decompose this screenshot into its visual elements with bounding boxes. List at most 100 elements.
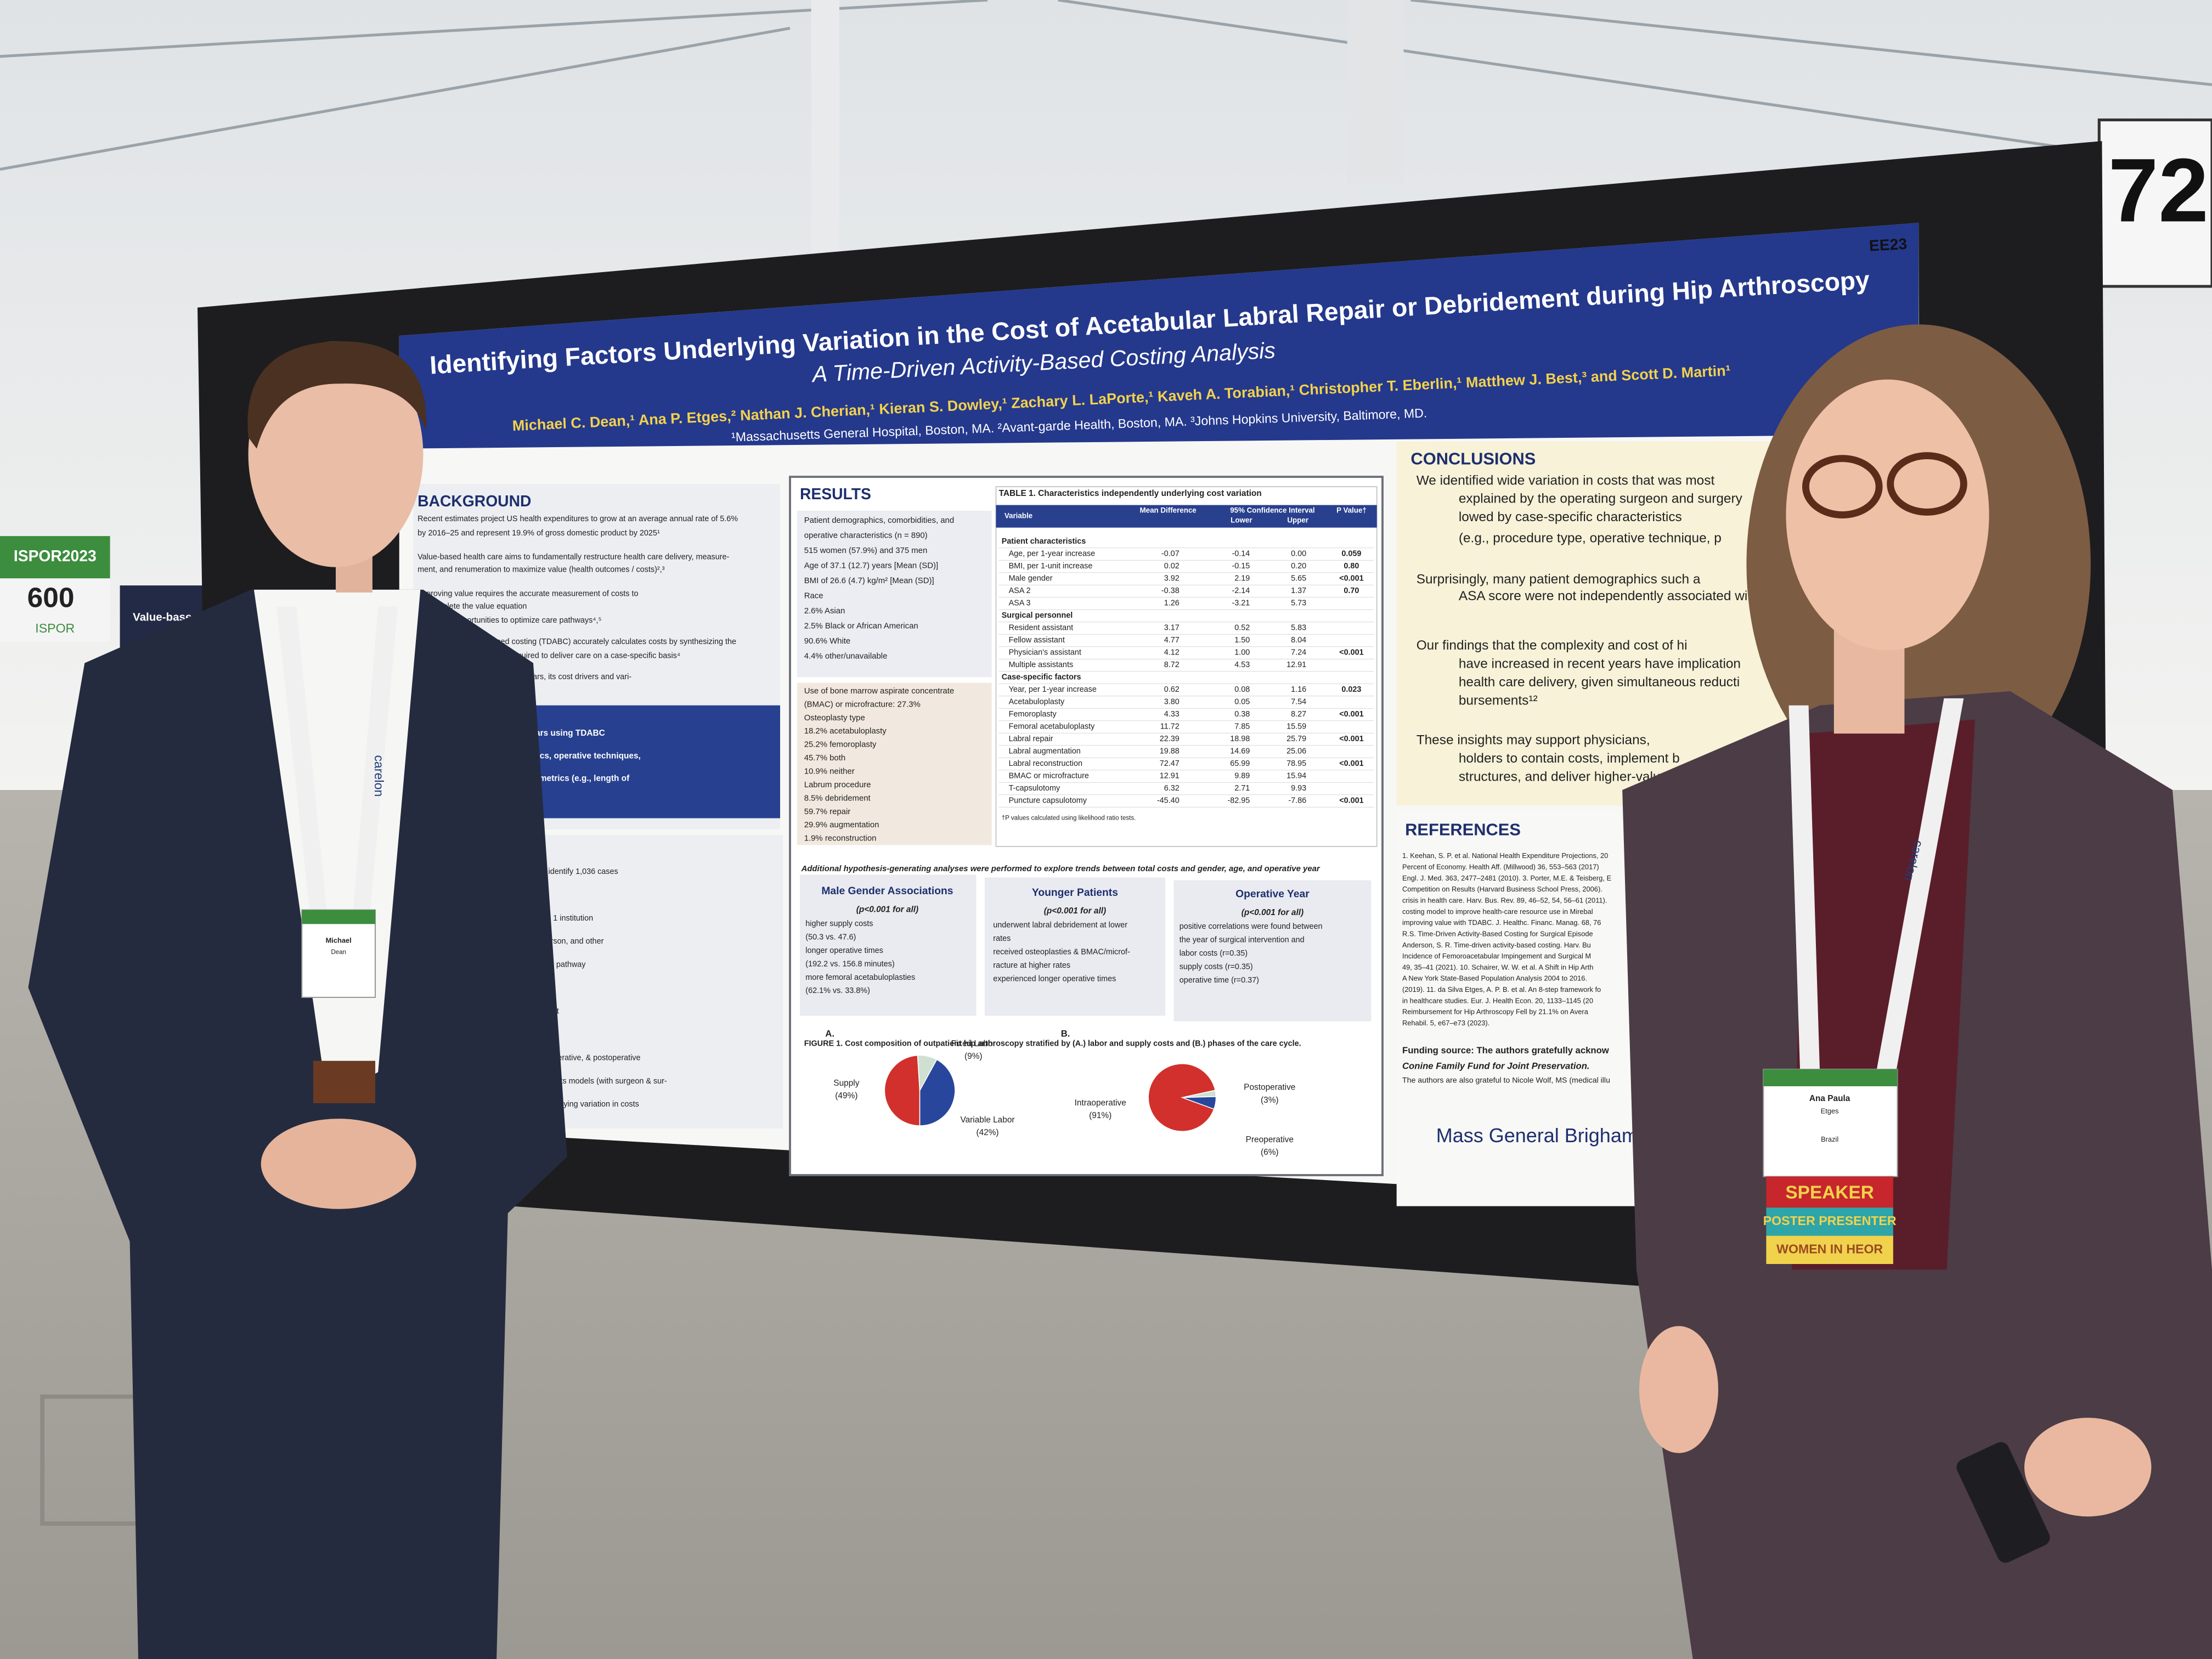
ribbon-text: SPEAKER bbox=[1785, 1182, 1874, 1203]
finding-text: more femoral acetabuloplasties bbox=[805, 973, 915, 982]
pie-slice bbox=[1182, 1096, 1217, 1110]
table-cell: ASA 2 bbox=[1009, 586, 1031, 595]
column bbox=[1347, 0, 1404, 184]
belt bbox=[313, 1060, 375, 1103]
table-cell: 78.95 bbox=[1286, 759, 1306, 768]
table-cell: Physician's assistant bbox=[1009, 648, 1081, 657]
ribbon-text: POSTER PRESENTER bbox=[1763, 1214, 1897, 1228]
badge bbox=[301, 909, 376, 998]
table-cell: Femoroplasty bbox=[1009, 710, 1057, 719]
reference-text: Rehabil. 5, e67–e73 (2023). bbox=[1402, 1019, 1489, 1027]
reference-text: Competition on Results (Harvard Business… bbox=[1402, 885, 1602, 893]
lanyard bbox=[1876, 698, 1964, 1073]
table-cell: 9.93 bbox=[1291, 784, 1306, 793]
background-text: by 2016–25 and represent 19.9% of gross … bbox=[417, 529, 660, 538]
figure-caption: FIGURE 1. Cost composition of outpatient… bbox=[804, 1040, 1301, 1048]
results-text: 18.2% acetabuloplasty bbox=[804, 727, 887, 736]
table-cell: 5.73 bbox=[1291, 599, 1306, 608]
suit bbox=[28, 589, 567, 1659]
results-text: 8.5% debridement bbox=[804, 794, 871, 803]
table-cell: BMI, per 1-unit increase bbox=[1009, 562, 1093, 571]
conclusions-text: holders to contain costs, implement b bbox=[1459, 751, 1680, 766]
finding-text: operative time (r=0.37) bbox=[1180, 976, 1259, 985]
results-text: 90.6% White bbox=[804, 637, 851, 646]
table-cell: 0.80 bbox=[1344, 562, 1359, 571]
results-text: Osteoplasty type bbox=[804, 714, 865, 723]
finding-title: Younger Patients bbox=[1032, 887, 1118, 899]
table-box bbox=[995, 486, 1378, 847]
finding-text: received osteoplasties & BMAC/microf- bbox=[993, 948, 1130, 957]
results-text: 515 women (57.9%) and 375 men bbox=[804, 546, 928, 555]
table-cell: Labral reconstruction bbox=[1009, 759, 1082, 768]
logo: Mass General Brigham bbox=[1436, 1124, 1638, 1147]
hands bbox=[261, 1119, 416, 1209]
finding-subtitle: (p<0.001 for all) bbox=[1044, 906, 1106, 916]
table-cell: 1.26 bbox=[1164, 599, 1180, 608]
badge-band bbox=[1763, 1069, 1898, 1086]
ribbon bbox=[1766, 1207, 1893, 1236]
table-cell: 3.80 bbox=[1164, 698, 1180, 707]
table-cell: Male gender bbox=[1009, 574, 1053, 583]
background-text: ment, and renumeration to maximize value… bbox=[417, 566, 665, 574]
reference-text: Engl. J. Med. 363, 2477–2481 (2010). 3. … bbox=[1402, 874, 1611, 882]
results-text: BMI of 26.6 (4.7) kg/m² [Mean (SD)] bbox=[804, 577, 934, 585]
table-cell: Multiple assistants bbox=[1009, 661, 1074, 669]
table-cell: 0.02 bbox=[1164, 562, 1180, 571]
conclusions-text: We identified wide variation in costs th… bbox=[1417, 473, 1715, 488]
title-banner bbox=[399, 223, 1919, 449]
booth-card bbox=[2097, 119, 2212, 288]
finding-text: (192.2 vs. 156.8 minutes) bbox=[805, 960, 894, 968]
table-cell: -0.14 bbox=[1232, 550, 1250, 558]
table-cell: 1.00 bbox=[1234, 648, 1250, 657]
procedure-box bbox=[797, 682, 992, 845]
conclusions-text: ASA score were not independently associa… bbox=[1459, 589, 1747, 603]
results-text: 4.4% other/unavailable bbox=[804, 652, 888, 661]
table-cell: 14.69 bbox=[1230, 747, 1250, 756]
table-cell: 8.04 bbox=[1291, 636, 1306, 645]
lanyard bbox=[276, 606, 328, 917]
table-cell: 9.89 bbox=[1234, 772, 1250, 781]
table-cell: Case-specific factors bbox=[1002, 673, 1081, 682]
table-cell: 65.99 bbox=[1230, 759, 1250, 768]
background-text: Improving value requires the accurate me… bbox=[417, 589, 638, 598]
ribbon-text: WOMEN IN HEOR bbox=[1776, 1242, 1883, 1256]
table-cell: 25.06 bbox=[1286, 747, 1306, 756]
conclusions-text: These insights may support physicians, bbox=[1417, 732, 1650, 747]
conclusions-text: Our findings that the complexity and cos… bbox=[1417, 638, 1688, 653]
pie-value-label: (6%) bbox=[1261, 1148, 1279, 1157]
badge bbox=[1763, 1069, 1898, 1177]
reference-text: Incidence of Femoroacetabular Impingemen… bbox=[1402, 952, 1591, 960]
finding-text: experienced longer operative times bbox=[993, 974, 1116, 983]
sign-number: 600 bbox=[27, 581, 75, 613]
table-cell: -82.95 bbox=[1227, 797, 1250, 805]
section-heading: RESULTS bbox=[800, 485, 871, 503]
conclusions-text: have increased in recent years have impl… bbox=[1459, 657, 1741, 672]
table-cell: Fellow assistant bbox=[1009, 636, 1065, 645]
reference-text: R.S. Time-Driven Activity-Based Costing … bbox=[1402, 929, 1593, 938]
lens bbox=[1887, 452, 1967, 516]
badge-name: Michael bbox=[326, 936, 352, 945]
ribbon bbox=[1766, 1235, 1893, 1264]
table-cell: 72.47 bbox=[1160, 759, 1180, 768]
table-cell: 2.71 bbox=[1234, 784, 1250, 793]
conclusions-text: Surprisingly, many patient demographics … bbox=[1417, 572, 1701, 586]
pie-slice bbox=[884, 1054, 921, 1126]
hand bbox=[1639, 1326, 1718, 1453]
table-cell: 8.27 bbox=[1291, 710, 1306, 719]
conclusions-text: bursements¹² bbox=[1459, 693, 1538, 708]
pie-value-label: (91%) bbox=[1089, 1111, 1111, 1120]
funding-text: Funding source: The authors gratefully a… bbox=[1402, 1045, 1610, 1056]
pie-slice bbox=[1148, 1063, 1216, 1132]
table-cell: Puncture capsulotomy bbox=[1009, 797, 1087, 805]
poster-code: EE23 bbox=[1869, 235, 1908, 255]
table-cell: <0.001 bbox=[1339, 735, 1363, 743]
table-cell: <0.001 bbox=[1339, 710, 1363, 719]
lanyard bbox=[1788, 705, 1820, 1073]
table-cell: 0.08 bbox=[1234, 685, 1250, 694]
lanyard-text: carelon bbox=[372, 755, 386, 797]
conclusions-text: (e.g., procedure type, operative techniq… bbox=[1459, 531, 1722, 546]
table-cell: 0.059 bbox=[1341, 550, 1361, 558]
finding-text: positive correlations were found between bbox=[1180, 922, 1323, 931]
